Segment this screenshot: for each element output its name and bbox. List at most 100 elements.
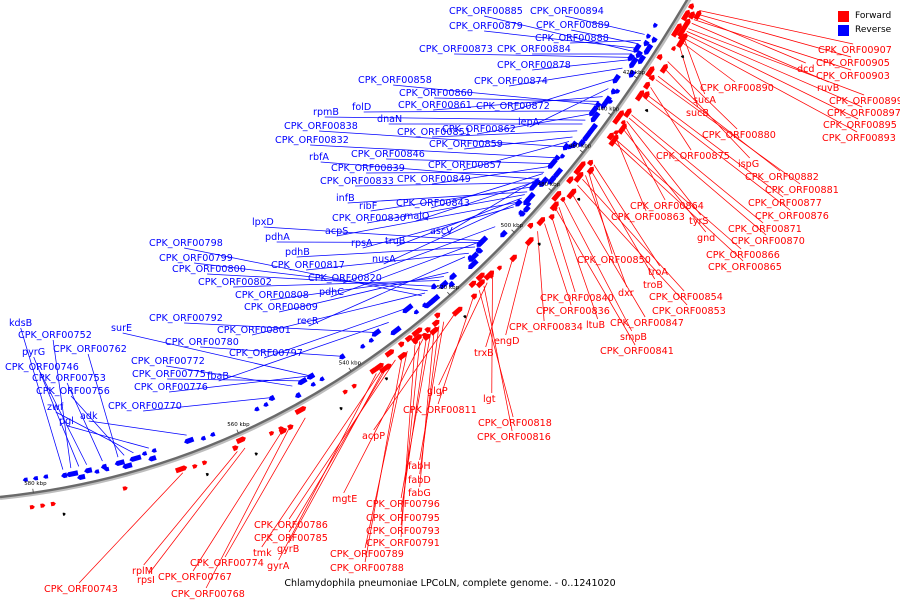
connector-line	[383, 202, 518, 265]
reverse-gene	[635, 50, 643, 59]
forward-gene	[470, 293, 477, 300]
reverse-gene	[94, 469, 100, 474]
gene-label: pgl	[59, 416, 74, 427]
forward-gene	[192, 464, 198, 469]
forward-gene	[429, 326, 439, 336]
reverse-gene	[84, 467, 93, 474]
reverse-gene	[518, 209, 524, 215]
forward-gene	[397, 352, 407, 361]
forward-gene	[384, 349, 395, 358]
connector-line	[463, 141, 570, 171]
forward-gene	[643, 81, 651, 90]
gene-label: CPK_ORF00895	[823, 120, 897, 131]
reverse-gene	[643, 39, 650, 47]
reverse-gene	[547, 158, 558, 169]
connector-line	[224, 417, 306, 558]
legend-forward: Forward	[838, 9, 891, 23]
reverse-gene	[184, 436, 195, 444]
connector-line	[55, 411, 134, 454]
reverse-gene	[646, 33, 652, 39]
connector-line	[370, 186, 532, 212]
legend-forward-label: Forward	[855, 11, 892, 21]
gene-label: CPK_ORF00861	[398, 100, 472, 111]
forward-gene	[50, 501, 56, 507]
gene-label: CPK_ORF00786	[254, 520, 328, 531]
forward-gene	[509, 254, 517, 263]
connector-line	[367, 194, 525, 224]
gene-label: CPK_ORF00847	[610, 318, 684, 329]
reverse-gene	[254, 406, 260, 412]
gene-label: CPK_ORF00894	[530, 6, 604, 17]
gene-label: CPK_ORF00877	[748, 198, 822, 209]
connector-line	[296, 246, 476, 258]
reverse-gene	[534, 178, 541, 185]
connector-line	[571, 29, 639, 45]
gene-label: CPK_ORF00841	[600, 346, 674, 357]
gene-label: CPK_ORF00870	[731, 236, 805, 247]
forward-gene	[566, 188, 577, 200]
tick-mark	[633, 75, 638, 79]
gene-label: CPK_ORF00818	[478, 418, 552, 429]
connector-line	[279, 272, 449, 313]
forward-gene	[232, 445, 239, 452]
gene-label: ribF	[359, 201, 377, 212]
gene-label: CPK_ORF00875	[656, 151, 730, 162]
connector-line	[430, 173, 543, 209]
gene-label: CPK_ORF00802	[198, 277, 272, 288]
reverse-gene	[210, 431, 216, 437]
tick-mark	[447, 291, 451, 296]
genome-backbone	[0, 0, 689, 499]
legend-reverse-label: Reverse	[855, 25, 892, 35]
forward-gene	[254, 452, 258, 456]
connector-line	[655, 79, 801, 185]
connector-line	[678, 43, 699, 108]
connector-line	[484, 30, 636, 49]
forward-gene	[623, 108, 632, 118]
gene-label: lepA	[518, 117, 540, 128]
connector-line	[386, 158, 552, 164]
forward-gene	[620, 120, 626, 126]
gene-label: glgP	[427, 386, 448, 397]
tick-label: 580 kbp	[24, 481, 47, 487]
gene-label: CPK_ORF00905	[816, 58, 890, 69]
connector-line	[415, 181, 537, 222]
gene-label: ispG	[738, 159, 759, 170]
gene-label: CPK_ORF00860	[399, 88, 473, 99]
connector-line	[263, 307, 407, 359]
forward-gene	[369, 367, 378, 375]
gene-label: gyrB	[277, 544, 299, 555]
tick-label: 560 kbp	[227, 422, 250, 428]
reverse-gene	[637, 54, 646, 65]
gene-label: rpsA	[351, 238, 373, 249]
gene-label: engD	[494, 336, 519, 347]
connector-line	[78, 472, 184, 584]
gene-label: CPK_ORF00762	[53, 344, 127, 355]
connector-line	[336, 201, 519, 237]
reverse-gene	[578, 139, 586, 147]
forward-gene	[608, 137, 617, 147]
connector-line	[565, 15, 645, 35]
gene-label: folD	[352, 102, 371, 113]
gene-label: CPK_ORF00840	[540, 293, 614, 304]
connector-line	[614, 137, 742, 250]
reverse-gene	[263, 402, 269, 407]
forward-gene	[287, 424, 294, 431]
reverse-gene	[515, 198, 523, 207]
connector-line	[577, 184, 688, 306]
gene-label: adk	[80, 411, 98, 422]
forward-gene	[560, 197, 566, 203]
forward-gene	[656, 54, 663, 61]
forward-gene	[235, 436, 246, 445]
connector-line	[478, 290, 514, 418]
gene-label: infB	[336, 193, 355, 204]
connector-line	[169, 375, 311, 393]
reverse-gene	[449, 272, 458, 280]
gene-label: ruvB	[817, 83, 839, 94]
forward-gene	[659, 63, 668, 74]
connector-line	[343, 338, 424, 494]
reverse-gene	[449, 280, 456, 287]
gene-label: trxB	[474, 348, 494, 359]
connector-line	[20, 327, 64, 470]
connector-line	[680, 40, 736, 83]
